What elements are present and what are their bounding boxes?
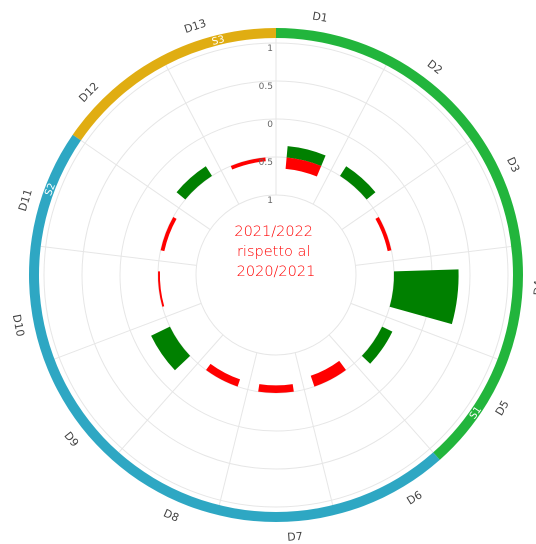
- grid-spoke: [341, 139, 472, 230]
- radial-tick-label: 0: [267, 120, 273, 130]
- category-label-d12: D12: [76, 80, 101, 105]
- radial-tick-layer: 1 0.5 0 0.5 1: [259, 44, 274, 206]
- bar-green-d4: [389, 269, 459, 325]
- bar-red-d1: [285, 157, 322, 177]
- category-label-d13: D13: [182, 17, 207, 36]
- grid-spoke: [294, 352, 334, 506]
- bar-red-d10: [158, 271, 165, 307]
- category-label-d3: D3: [504, 155, 522, 175]
- grid-spoke: [165, 64, 240, 205]
- bars-layer: [151, 146, 459, 393]
- radial-tick-label: 0.5: [259, 82, 273, 92]
- center-title-line-3: 2020/2021: [237, 264, 316, 280]
- section-label-s3: S3: [211, 34, 226, 48]
- section-label-s2: S2: [43, 182, 58, 198]
- grid-spoke: [118, 334, 224, 453]
- bar-red-d13: [230, 157, 266, 170]
- bar-red-d11: [160, 216, 177, 252]
- category-label-d10: D10: [10, 313, 27, 338]
- category-label-d7: D7: [287, 530, 303, 544]
- category-label-d5: D5: [493, 398, 512, 418]
- radial-tick-label: 1: [267, 196, 273, 206]
- grid-spoke: [328, 334, 434, 453]
- bar-green-d9: [151, 326, 191, 371]
- center-title-line-1: 2021/2022: [234, 224, 313, 240]
- section-arc-s2: [29, 134, 440, 522]
- category-label-d4: D4: [531, 280, 536, 296]
- grid-layer: [40, 38, 512, 508]
- bar-red-d3: [375, 216, 392, 252]
- category-label-d11: D11: [16, 188, 35, 213]
- category-label-d8: D8: [161, 507, 180, 525]
- bar-red-d6: [310, 360, 346, 387]
- category-label-d6: D6: [405, 488, 425, 507]
- category-label-d9: D9: [61, 429, 81, 449]
- grid-spoke: [355, 245, 512, 266]
- radial-tick-label: 0.5: [259, 158, 273, 168]
- grid-spoke: [54, 302, 202, 360]
- bar-green-d1: [286, 146, 326, 167]
- grid-spoke: [218, 352, 258, 506]
- bar-green-d2: [340, 166, 376, 200]
- grid-spoke: [40, 245, 197, 266]
- category-label-d1: D1: [311, 10, 328, 25]
- section-arc-s3: [72, 28, 276, 141]
- grid-spoke: [80, 139, 211, 230]
- bar-red-d8: [206, 363, 241, 387]
- bar-green-d12: [176, 166, 212, 200]
- bar-green-d5: [361, 326, 393, 364]
- grid-spoke: [350, 302, 498, 360]
- radial-tick-label: 1: [267, 44, 273, 54]
- center-title-line-2: rispetto al: [237, 244, 310, 260]
- grid-spoke: [312, 64, 387, 205]
- category-label-d2: D2: [425, 57, 445, 77]
- bar-red-d7: [258, 384, 294, 393]
- center-title: 2021/2022 rispetto al 2020/2021: [234, 224, 317, 280]
